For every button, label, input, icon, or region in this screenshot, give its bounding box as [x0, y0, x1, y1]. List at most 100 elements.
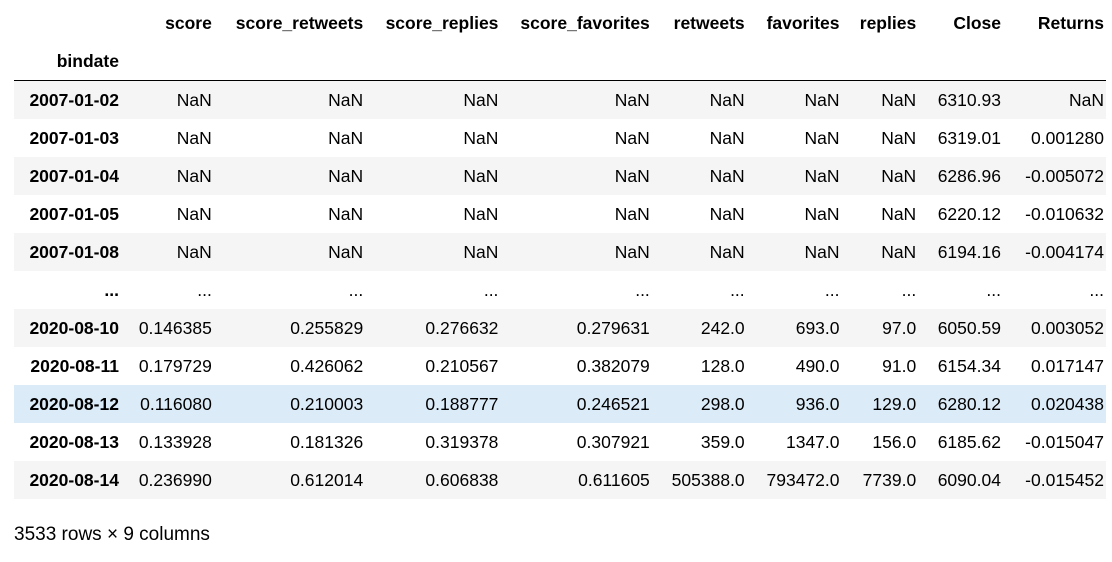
row-index-label: 2007-01-03: [29, 127, 119, 148]
table-cell: 0.001280: [1031, 127, 1104, 148]
table-cell: 0.146385: [138, 317, 212, 338]
table-cell: 0.319378: [425, 431, 499, 452]
table-cell: NaN: [709, 89, 745, 110]
table-cell: 242.0: [700, 317, 745, 338]
table-cell: ...: [1089, 279, 1104, 300]
table-cell: 0.611605: [578, 469, 650, 490]
table-cell: NaN: [804, 203, 840, 224]
table-cell: NaN: [463, 165, 499, 186]
table-cell: 0.003052: [1031, 317, 1104, 338]
table-cell: NaN: [1068, 89, 1104, 110]
table-cell: NaN: [614, 89, 650, 110]
table-cell: NaN: [176, 165, 212, 186]
table-row: 2007-01-02 NaN NaN NaN NaN NaN NaN NaN 6310.93 Na…: [14, 80, 1106, 119]
table-cell: 6194.16: [937, 241, 1001, 262]
table-cell: 505388.0: [671, 469, 745, 490]
table-row: 2007-01-05 NaN NaN NaN NaN NaN NaN NaN 6220.12 -0…: [14, 195, 1106, 233]
table-cell: NaN: [804, 127, 840, 148]
table-cell: 6319.01: [937, 127, 1001, 148]
ellipsis-row: ..............................: [14, 271, 1106, 309]
table-cell: NaN: [328, 203, 364, 224]
index-name-row: bindate: [14, 42, 1106, 81]
column-header-score-favorites: score_favorites: [520, 12, 650, 33]
table-cell: NaN: [881, 241, 917, 262]
table-cell: 91.0: [882, 355, 917, 376]
row-index-label: 2007-01-05: [29, 203, 119, 224]
column-header-favorites: favorites: [766, 12, 840, 33]
table-cell: NaN: [804, 89, 840, 110]
table-cell: 936.0: [795, 393, 840, 414]
table-row: 2020-08-11 0.179729 0.426062 0.210567 0.3820…: [14, 347, 1106, 385]
table-cell: NaN: [176, 203, 212, 224]
dataframe-table: score score_retweets score_replies score…: [14, 4, 1106, 499]
table-cell: NaN: [614, 127, 650, 148]
table-cell: 0.276632: [425, 317, 499, 338]
table-cell: -0.015452: [1025, 469, 1104, 490]
table-cell: NaN: [709, 165, 745, 186]
index-name-label: bindate: [14, 42, 121, 81]
table-cell: 0.133928: [138, 431, 212, 452]
table-cell: NaN: [176, 127, 212, 148]
table-cell: 0.612014: [290, 469, 364, 490]
table-cell: 129.0: [872, 393, 917, 414]
table-row: 2007-01-04 NaN NaN NaN NaN NaN NaN NaN 6286.96 -0…: [14, 157, 1106, 195]
table-cell: -0.010632: [1025, 203, 1104, 224]
table-cell: 128.0: [700, 355, 745, 376]
table-cell: 6050.59: [937, 317, 1001, 338]
table-cell: 0.210003: [290, 393, 364, 414]
table-cell: ...: [730, 279, 745, 300]
row-index-label: 2020-08-14: [29, 469, 119, 490]
row-index-label: 2007-01-02: [29, 89, 119, 110]
table-cell: 298.0: [700, 393, 745, 414]
table-cell: 6286.96: [937, 165, 1001, 186]
table-row: 2020-08-12 0.116080 0.210003 0.188777 0.2465…: [14, 385, 1106, 423]
table-cell: -0.005072: [1025, 165, 1104, 186]
table-cell: ...: [197, 279, 212, 300]
table-cell: 6090.04: [937, 469, 1001, 490]
table-row: 2007-01-03 NaN NaN NaN NaN NaN NaN NaN 6319.01 0.…: [14, 119, 1106, 157]
row-index-label: 2007-01-04: [29, 165, 119, 186]
table-cell: NaN: [463, 89, 499, 110]
table-cell: ...: [635, 279, 650, 300]
table-cell: 0.255829: [290, 317, 364, 338]
table-cell: NaN: [463, 241, 499, 262]
table-cell: ...: [483, 279, 499, 300]
table-row: 2020-08-14 0.236990 0.612014 0.606838 0.6116…: [14, 461, 1106, 499]
column-header-close: Close: [953, 12, 1001, 33]
table-cell: 0.188777: [425, 393, 499, 414]
table-cell: -0.004174: [1025, 241, 1104, 262]
table-cell: 7739.0: [862, 469, 917, 490]
row-index-label: 2020-08-10: [29, 317, 119, 338]
table-cell: NaN: [614, 241, 650, 262]
dataframe-shape-footer: 3533 rows × 9 columns: [14, 524, 210, 545]
table-cell: NaN: [328, 165, 364, 186]
table-cell: NaN: [804, 241, 840, 262]
table-cell: ...: [901, 279, 917, 300]
row-index-label: 2020-08-13: [29, 431, 119, 452]
table-cell: 6220.12: [937, 203, 1001, 224]
table-cell: 1347.0: [785, 431, 840, 452]
table-row: 2020-08-13 0.133928 0.181326 0.319378 0.3079…: [14, 423, 1106, 461]
table-cell: NaN: [328, 89, 364, 110]
table-cell: NaN: [709, 127, 745, 148]
table-cell: 693.0: [795, 317, 840, 338]
table-cell: 0.020438: [1031, 393, 1104, 414]
table-cell: ...: [824, 279, 840, 300]
table-cell: 0.116080: [140, 393, 212, 414]
table-cell: 0.236990: [138, 469, 212, 490]
column-header-score: score: [165, 12, 212, 33]
table-cell: 359.0: [700, 431, 745, 452]
table-cell: NaN: [176, 89, 212, 110]
column-header-retweets: retweets: [673, 12, 745, 33]
table-cell: 490.0: [795, 355, 840, 376]
table-row: 2007-01-08 NaN NaN NaN NaN NaN NaN NaN 6194.16 -0…: [14, 233, 1106, 271]
table-cell: ...: [986, 279, 1001, 300]
table-cell: 156.0: [872, 431, 917, 452]
table-cell: NaN: [614, 165, 650, 186]
table-cell: 0.179729: [138, 355, 212, 376]
table-cell: NaN: [881, 203, 917, 224]
table-cell: NaN: [804, 165, 840, 186]
table-cell: 97.0: [882, 317, 917, 338]
column-header-returns: Returns: [1037, 12, 1104, 33]
table-cell: 0.382079: [576, 355, 650, 376]
